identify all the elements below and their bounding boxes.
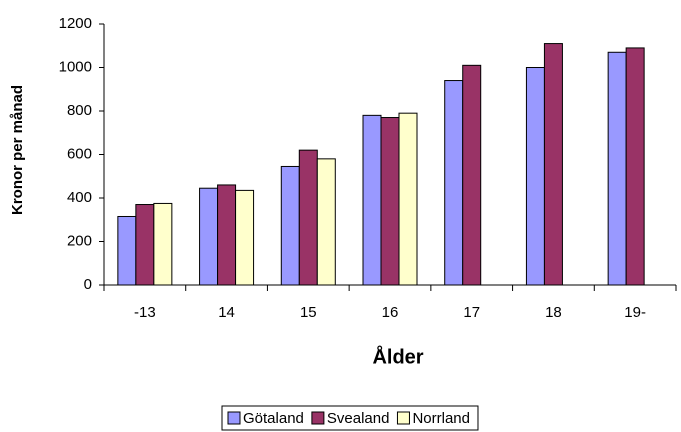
x-tick-label: 19- — [624, 304, 646, 321]
x-tick-label: 14 — [218, 304, 235, 321]
x-tick-label: 15 — [300, 304, 317, 321]
y-tick-label: 600 — [67, 145, 92, 162]
y-tick-label: 400 — [67, 189, 92, 206]
bar — [316, 158, 336, 286]
legend — [221, 405, 479, 431]
bar — [444, 80, 464, 286]
y-tick-label: 1000 — [59, 58, 92, 75]
x-tick-label: -13 — [134, 304, 156, 321]
y-tick-label: 1200 — [59, 15, 92, 32]
bar — [153, 202, 173, 286]
bar — [298, 149, 318, 286]
legend-label: Götaland — [243, 410, 304, 427]
bar — [217, 184, 237, 286]
bar — [362, 114, 382, 286]
bar — [135, 204, 155, 286]
y-axis-label: Kronor per månad — [9, 85, 26, 215]
x-tick-label: 16 — [382, 304, 399, 321]
bar — [199, 187, 219, 286]
bar — [235, 189, 255, 286]
bar — [525, 67, 545, 286]
bar — [462, 64, 482, 286]
legend-swatch — [227, 411, 241, 425]
legend-swatch — [311, 411, 325, 425]
legend-label: Norrland — [412, 410, 470, 427]
bar — [625, 47, 645, 286]
y-tick-label: 800 — [67, 102, 92, 119]
y-tick-label: 0 — [84, 276, 92, 293]
bar — [543, 43, 563, 286]
bar — [380, 117, 400, 286]
bar — [398, 112, 418, 286]
bar — [607, 51, 627, 286]
bar — [117, 215, 137, 286]
bar — [280, 165, 300, 286]
x-axis-label: Ålder — [372, 344, 423, 368]
x-tick-label: 17 — [463, 304, 480, 321]
y-tick-label: 200 — [67, 232, 92, 249]
x-tick-label: 18 — [545, 304, 562, 321]
legend-swatch — [396, 411, 410, 425]
legend-label: Svealand — [327, 410, 390, 427]
